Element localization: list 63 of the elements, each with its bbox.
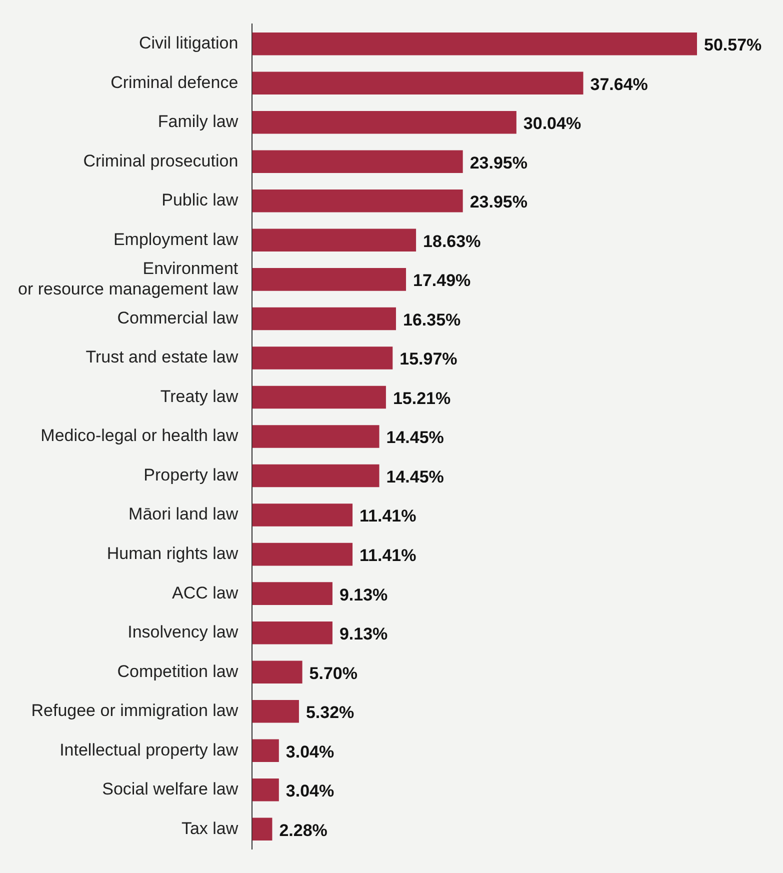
- y-tick-label: Criminal defence: [110, 72, 238, 92]
- y-tick-label: ACC law: [172, 583, 239, 602]
- y-tick-label: Human rights law: [106, 544, 239, 563]
- data-label: 23.95%: [470, 192, 528, 212]
- bar: [252, 425, 380, 448]
- data-label: 9.13%: [339, 585, 388, 604]
- bar: [252, 739, 279, 762]
- y-tick-label: Māori land law: [128, 504, 239, 524]
- y-tick-label: Tax law: [181, 818, 239, 838]
- y-tick-label: Commercial law: [117, 308, 239, 328]
- data-label: 15.21%: [392, 388, 451, 408]
- y-tick-label: Employment law: [113, 230, 239, 249]
- bar: [252, 346, 393, 370]
- data-label: 37.64%: [590, 74, 648, 94]
- bar: [252, 504, 353, 526]
- data-label: 14.45%: [386, 467, 444, 486]
- bar: [252, 818, 272, 841]
- data-label: 2.28%: [279, 820, 328, 840]
- data-label: 14.45%: [386, 428, 444, 448]
- y-tick-label: Property law: [144, 465, 239, 484]
- bar: [252, 700, 299, 723]
- y-tick-label: Social welfare law: [102, 780, 239, 799]
- y-tick-label: Criminal prosecution: [83, 151, 238, 170]
- data-label: 5.32%: [306, 703, 354, 722]
- data-label: 30.04%: [523, 114, 582, 134]
- data-label: 23.95%: [470, 153, 528, 172]
- data-label: 50.57%: [704, 36, 762, 55]
- bar: [252, 72, 584, 94]
- bar: [252, 621, 332, 644]
- bar: [252, 542, 353, 566]
- bar: [252, 110, 516, 134]
- bar: [252, 32, 697, 56]
- y-tick-label: Competition law: [117, 662, 239, 681]
- bar: [252, 228, 416, 252]
- y-tick-label: Treaty law: [160, 386, 239, 406]
- data-label: 5.70%: [309, 664, 358, 683]
- y-tick-label: Intellectual property law: [60, 740, 239, 760]
- y-tick-label: Insolvency law: [128, 622, 239, 642]
- y-tick-label: Medico-legal or health law: [40, 426, 239, 446]
- data-label: 3.04%: [286, 782, 334, 801]
- bar: [252, 464, 380, 488]
- y-tick-label: Civil litigation: [138, 34, 238, 53]
- data-label: 11.41%: [360, 546, 416, 565]
- bar: [252, 386, 386, 409]
- data-label: 18.63%: [423, 232, 481, 251]
- y-tick-label: Family law: [158, 112, 239, 132]
- bar: [252, 268, 406, 291]
- data-label: 9.13%: [339, 624, 388, 644]
- data-label: 17.49%: [413, 271, 471, 290]
- data-label: 3.04%: [286, 742, 334, 762]
- y-tick-label: Public law: [162, 190, 239, 210]
- y-tick-label: Trust and estate law: [86, 348, 239, 367]
- data-label: 16.35%: [402, 310, 461, 330]
- bar: [252, 190, 463, 212]
- bar: [252, 582, 332, 605]
- data-label: 15.97%: [400, 350, 458, 369]
- bar: [252, 307, 396, 330]
- data-label: 11.41%: [360, 506, 416, 526]
- bar: [252, 660, 302, 684]
- bar: [252, 778, 279, 802]
- y-tick-label: Refugee or immigration law: [31, 701, 239, 720]
- y-tick-label: Environment or resource management law: [18, 258, 239, 298]
- bar: [252, 150, 463, 174]
